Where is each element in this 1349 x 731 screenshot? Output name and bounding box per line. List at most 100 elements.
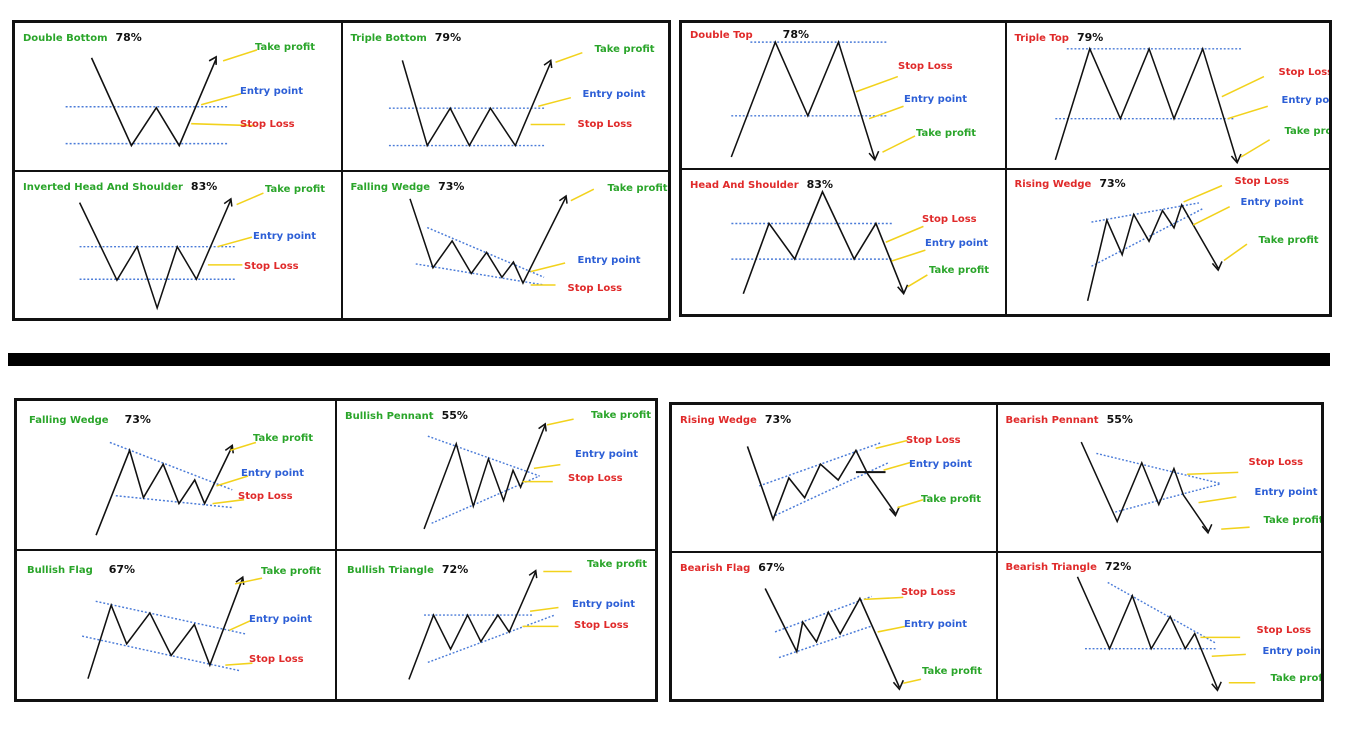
take-profit-label: Take profit — [1270, 673, 1322, 684]
entry-point-label: Entry point — [1240, 196, 1304, 208]
pattern-card-bearish-flag: Bearish Flag 67% Stop Loss Entry point Ta… — [671, 552, 997, 700]
stop-loss-arrow — [191, 122, 256, 127]
take-profit-label: Take profit — [594, 44, 655, 55]
pattern-card-triple-bottom: Triple Bottom 79% Take profit Entry point… — [341, 22, 669, 171]
entry-arrow — [868, 105, 904, 120]
take-profit-arrow — [1240, 139, 1270, 158]
take-profit-arrow — [903, 678, 922, 684]
pattern-diagram — [731, 189, 928, 295]
take-profit-arrow — [222, 49, 258, 62]
pattern-title: Triple Top 79% — [1014, 31, 1104, 44]
entry-arrow — [228, 619, 251, 632]
pattern-card-falling-wedge: Falling Wedge 73% Take profit Entry point… — [341, 170, 669, 319]
entry-point-label: Entry point — [925, 237, 989, 249]
arrow-head — [208, 55, 217, 65]
entry-arrow — [217, 235, 253, 247]
pattern-card-head-and-shoulder: Head And Shoulder 83% Stop Loss Entry poi… — [681, 168, 1006, 315]
price-line — [408, 196, 567, 285]
take-profit-label: Take profit — [1263, 515, 1322, 526]
arrow-head — [892, 679, 905, 691]
take-profit-arrow — [230, 441, 257, 452]
pattern-title: Head And Shoulder 83% — [690, 177, 833, 191]
entry-arrow — [529, 606, 559, 613]
take-profit-label: Take profit — [921, 494, 982, 505]
price-line — [90, 57, 217, 148]
price-line — [78, 198, 232, 310]
upper-trendline — [1106, 581, 1216, 644]
take-profit-label: Take profit — [922, 666, 983, 677]
pattern-diagram — [423, 418, 574, 530]
lower-trendline — [431, 475, 540, 524]
price-line — [1086, 202, 1219, 301]
lower-trendline — [415, 262, 544, 286]
upper-trendline — [1090, 201, 1199, 223]
entry-arrow — [1211, 653, 1246, 658]
pattern-diagram — [1086, 184, 1247, 301]
take-profit-label: Take profit — [929, 264, 990, 276]
entry-arrow — [891, 248, 926, 262]
upper-trendline — [95, 600, 247, 635]
take-profit-arrow — [1220, 526, 1250, 530]
take-profit-arrow — [546, 418, 574, 426]
entry-point-label: Entry point — [249, 614, 313, 625]
price-line — [1076, 576, 1218, 689]
take-profit-label: Take profit — [265, 183, 326, 195]
pattern-title: Bullish Flag 67% — [27, 563, 136, 576]
pattern-card-double-top: Double Top 78% Stop Loss Entry point Take… — [681, 22, 1006, 169]
price-line — [423, 424, 546, 530]
stop-loss-label: Stop Loss — [1248, 457, 1304, 468]
pattern-card-bearish-triangle: Bearish Triangle 72% Stop Loss Entry poin… — [996, 552, 1322, 700]
price-line — [95, 446, 233, 536]
entry-arrow — [877, 625, 908, 633]
stop-loss-label: Stop Loss — [568, 473, 623, 484]
entry-point-label: Entry point — [1281, 95, 1330, 106]
pattern-title: Falling Wedge 73% — [29, 413, 151, 426]
pattern-title: Triple Bottom 79% — [350, 31, 462, 44]
stop-loss-arrow — [1182, 184, 1222, 203]
entry-point-label: Entry point — [240, 86, 304, 97]
pattern-diagram — [1080, 441, 1250, 535]
entry-arrow — [1197, 496, 1236, 504]
pattern-diagram — [746, 439, 924, 522]
arrow-head — [558, 194, 568, 204]
lower-trendline — [82, 635, 241, 672]
pattern-diagram — [730, 39, 916, 162]
pattern-title: Double Bottom 78% — [23, 31, 142, 44]
pattern-card-bullish-triangle: Bullish Triangle 72% Take profit Entry po… — [336, 550, 656, 700]
pattern-title: Bullish Triangle 72% — [347, 563, 469, 576]
entry-arrow — [883, 461, 912, 471]
take-profit-label: Take profit — [1284, 126, 1330, 137]
bullish-continuation-group: Falling Wedge 73% Take profit Entry point… — [14, 398, 658, 702]
stop-loss-label: Stop Loss — [901, 587, 956, 598]
stop-loss-arrow — [875, 439, 908, 450]
arrow-head — [1211, 260, 1223, 272]
stop-loss-arrow — [212, 498, 245, 505]
stop-loss-arrow — [885, 225, 924, 243]
entry-point-label: Entry point — [253, 230, 317, 242]
lower-trendline — [115, 494, 233, 509]
entry-point-label: Entry point — [577, 254, 641, 266]
stop-loss-label: Stop Loss — [567, 282, 623, 294]
price-line — [742, 189, 905, 294]
take-profit-arrow — [570, 188, 594, 201]
pattern-title: Rising Wedge 73% — [680, 413, 792, 426]
pattern-diagram — [388, 51, 583, 148]
entry-arrow — [529, 261, 565, 272]
stop-loss-label: Stop Loss — [1278, 67, 1330, 78]
arrow-head — [224, 443, 235, 454]
arrow-head — [543, 58, 552, 69]
pattern-card-bullish-flag: Bullish Flag 67% Take profit Entry point … — [16, 550, 336, 700]
pattern-diagram — [1054, 46, 1270, 165]
lower-trendline — [774, 461, 890, 517]
pattern-title: Rising Wedge 73% — [1014, 176, 1126, 190]
price-line — [87, 577, 244, 679]
entry-arrow — [537, 96, 571, 108]
bearish-reversal-group: Double Top 78% Stop Loss Entry point Take… — [679, 20, 1332, 317]
arrow-head — [223, 196, 233, 207]
pattern-title: Double Top 78% — [690, 28, 810, 41]
entry-arrow — [200, 92, 242, 106]
pattern-card-rising-wedge: Rising Wedge 73% Stop Loss Entry point Ta… — [1005, 168, 1330, 315]
entry-arrow — [216, 475, 249, 487]
price-line — [1054, 46, 1238, 162]
